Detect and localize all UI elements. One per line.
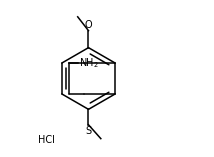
Text: S: S <box>85 126 92 135</box>
Text: NH$_2$: NH$_2$ <box>79 56 99 70</box>
Text: HCl: HCl <box>38 135 55 145</box>
Text: O: O <box>85 20 92 30</box>
